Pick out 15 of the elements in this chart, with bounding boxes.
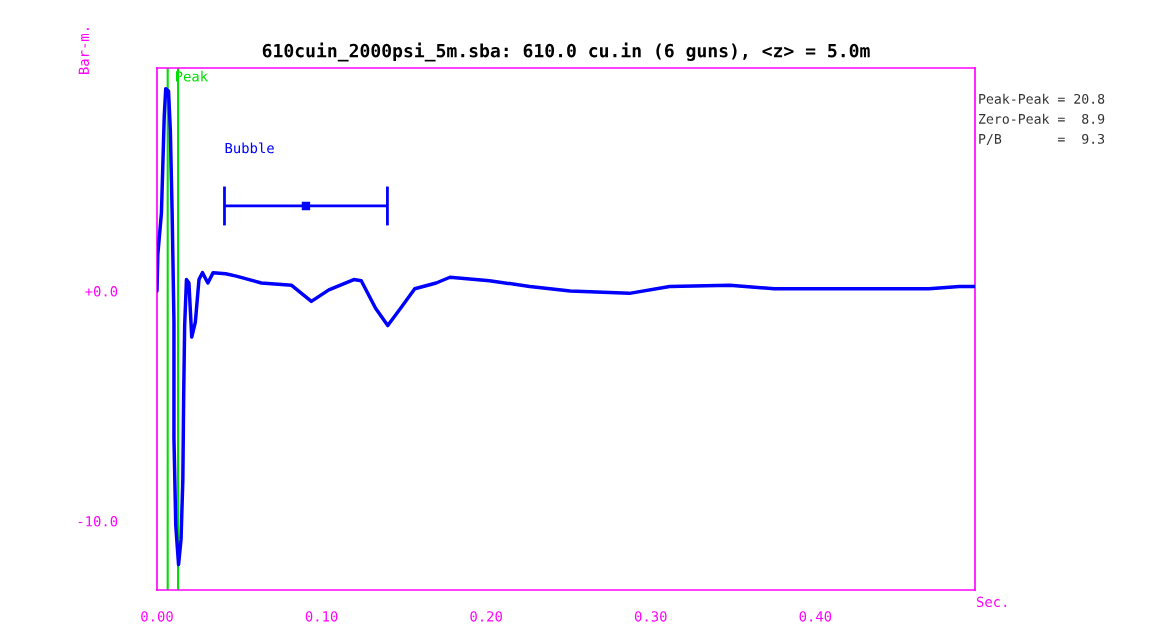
text: P/B = 9.3	[979, 133, 1105, 145]
y-tick-label: +0.0	[85, 286, 118, 297]
text: Peak-Peak = 20.8	[979, 93, 1105, 104]
x-tick-label: 0.20	[470, 611, 502, 622]
chart-title: 610cuin_2000psi_5m.sba: 610.0 cu.in (6 guns), <z> = 5.0m	[262, 42, 870, 62]
x-tick-label: 0.40	[799, 611, 832, 622]
x-tick-label: 0.00	[141, 611, 173, 622]
y-tick-label: -10.0	[78, 516, 118, 527]
annotation: Bubble	[225, 142, 274, 154]
x-axis-title: Sec.	[976, 596, 1007, 608]
y-axis-title: Bar-m.	[78, 28, 90, 74]
line-series	[157, 86, 975, 567]
x-tick-label: 0.30	[634, 611, 667, 622]
x-tick-label: 0.10	[305, 611, 338, 622]
text: Zero-Peak = 8.9	[979, 113, 1105, 124]
